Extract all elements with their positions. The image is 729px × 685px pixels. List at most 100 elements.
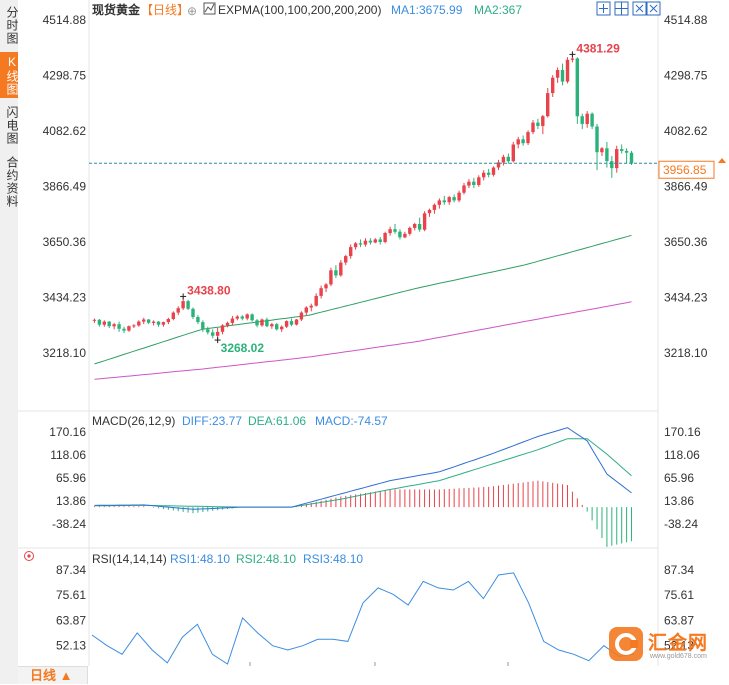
crosshair-arrow-icon[interactable] [718,158,726,163]
settings-icon[interactable] [646,1,661,16]
candle-body [575,58,579,117]
candle [620,144,624,154]
candle [442,195,446,205]
rsi-y-tick-left: 87.34 [56,563,86,577]
main-y-tick-right: 4082.62 [664,124,708,138]
candle [472,177,476,189]
candle-body [363,240,368,245]
candle [102,320,106,327]
candle [107,321,111,329]
candle-body [629,152,634,164]
candle [260,318,264,327]
candle [240,315,244,321]
candle [270,322,274,329]
period-select-button[interactable]: 日线 ▲ [18,666,88,684]
candle-body [156,321,161,325]
candle [97,319,102,327]
candle-body [427,209,432,214]
candle-body [422,213,427,230]
candle-body [299,312,304,320]
grid-icon[interactable] [614,1,629,16]
candle [610,156,614,178]
rsi-series [91,572,635,665]
ma1-line [94,234,632,365]
rsi-y-tick-right: 87.34 [664,563,694,577]
candle-body [201,322,205,330]
candle-body [605,148,609,162]
macd-diff-value: DIFF:23.77 [182,414,242,428]
macd-y-tick-left: 118.06 [50,448,86,462]
rsi-y-tick-left: 63.87 [56,613,86,627]
candle-body [344,256,348,263]
candle [427,208,432,217]
ma1-series [94,234,632,365]
candle [314,293,318,307]
candle [624,148,629,164]
chart-icon[interactable] [203,2,216,15]
candle-body [477,177,481,185]
candle [334,265,338,278]
tab-kline[interactable]: K线图 [0,52,19,98]
candle-body [585,113,589,124]
candle-body [329,270,333,285]
settings-circle-icon[interactable]: ⊕ [187,4,197,18]
candle [373,238,377,244]
candle [196,315,200,325]
watermark-name: 汇金网 [648,633,709,654]
candle-body [122,328,126,331]
candle [432,203,437,214]
tab-contract-info[interactable]: 合约资料 [5,156,19,208]
candle-body [324,284,328,289]
candle-body [92,319,97,321]
candle [275,322,279,331]
candle [516,136,520,149]
candle [250,313,254,322]
candle [156,321,161,327]
candle-body [358,243,363,245]
main-y-tick-left: 4514.88 [43,13,87,27]
candle [541,114,545,135]
expma-label: EXPMA(100,100,200,200,200) [218,3,381,17]
collapse-icon[interactable] [632,1,647,16]
tab-timeshare[interactable]: 分时图 [5,5,19,45]
x-axis: 2025/082025/092025/10 [249,662,509,666]
candle-body [334,270,338,276]
macd-lines [94,427,632,510]
candle-body [260,319,264,326]
main-y-tick-left: 3218.10 [43,346,87,360]
candle-body [245,314,249,319]
candle-body [383,233,387,242]
candle-body [501,156,506,163]
panel-frame [18,0,659,666]
candle-body [600,148,604,153]
candle-body [181,301,185,309]
macd-y-tick-left: 13.86 [56,494,86,508]
candle-body [97,319,102,325]
candle-body [319,288,323,296]
macd-label: MACD(26,12,9) [92,414,175,428]
candle-body [437,200,441,205]
ma2-series [94,301,632,380]
tab-flash-chart[interactable]: 闪电图 [5,105,19,145]
candle [398,229,402,240]
candle-body [284,321,289,327]
rsi2-value: RSI2:48.10 [236,552,296,566]
candle [329,267,333,287]
candle [408,226,412,236]
candle-body [506,156,510,162]
rsi-settings-icon[interactable] [24,551,34,561]
candlestick-series [92,54,634,341]
candle [482,170,486,181]
main-y-tick-right: 4514.88 [664,13,708,27]
macd-histogram [93,480,633,547]
chart-canvas: 现货黄金 【日线】 ⊕ EXPMA(100,100,200,200,200) M… [18,0,726,666]
candle-body [107,321,111,327]
candle-body [132,325,136,327]
fullscreen-icon[interactable] [596,1,611,16]
candle-body [570,58,575,60]
candle-body [166,319,170,323]
candle-body [551,77,555,94]
macd-y-tick-left: 65.96 [56,471,86,485]
main-y-tick-right: 3866.49 [664,179,708,193]
candle [220,324,225,335]
